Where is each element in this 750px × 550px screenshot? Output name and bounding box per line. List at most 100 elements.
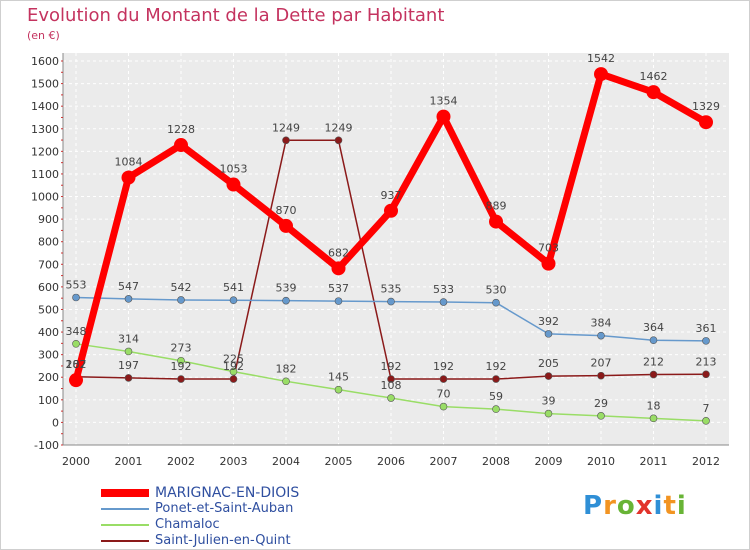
data-label: 1228 bbox=[167, 123, 195, 136]
data-label: 870 bbox=[276, 204, 297, 217]
chart-unit: (en €) bbox=[27, 29, 60, 42]
data-label: 192 bbox=[381, 360, 402, 373]
data-point bbox=[334, 136, 343, 145]
data-point bbox=[72, 293, 80, 302]
x-tick-label: 2004 bbox=[272, 455, 300, 468]
chart-legend: MARIGNAC-EN-DIOIS Ponet-et-Saint-Auban Cha… bbox=[101, 485, 299, 549]
data-label: 192 bbox=[433, 360, 454, 373]
legend-swatch bbox=[101, 540, 149, 542]
data-point bbox=[282, 377, 290, 386]
data-point bbox=[384, 203, 398, 218]
data-point bbox=[436, 109, 451, 124]
data-label: 533 bbox=[433, 283, 454, 296]
data-label: 1053 bbox=[220, 163, 248, 176]
data-label: 192 bbox=[223, 360, 244, 373]
data-point bbox=[702, 337, 710, 345]
data-point bbox=[439, 402, 448, 411]
legend-label: Chamaloc bbox=[155, 517, 220, 532]
data-point bbox=[124, 374, 133, 382]
data-label: 1249 bbox=[325, 121, 353, 134]
logo-letter: x bbox=[635, 491, 654, 521]
data-point bbox=[492, 298, 500, 307]
data-point bbox=[124, 347, 133, 356]
data-label: 205 bbox=[538, 357, 559, 370]
data-point bbox=[229, 375, 238, 383]
y-tick-label: 1200 bbox=[31, 145, 59, 158]
x-tick-label: 2005 bbox=[325, 455, 353, 468]
legend-label: Saint-Julien-en-Quint bbox=[155, 533, 291, 548]
data-label: 1462 bbox=[640, 70, 668, 83]
y-tick-label: -100 bbox=[34, 439, 59, 452]
legend-item: Saint-Julien-en-Quint bbox=[101, 533, 299, 549]
x-tick-label: 2001 bbox=[115, 455, 143, 468]
data-point bbox=[334, 297, 343, 305]
data-point bbox=[702, 370, 710, 379]
data-point bbox=[597, 371, 605, 380]
legend-item: Ponet-et-Saint-Auban bbox=[101, 501, 299, 517]
data-point bbox=[702, 417, 710, 425]
data-label: 547 bbox=[118, 280, 139, 293]
data-point bbox=[177, 356, 185, 365]
data-label: 108 bbox=[381, 379, 402, 392]
data-point bbox=[649, 370, 658, 379]
logo-letter: P bbox=[583, 491, 604, 521]
data-point bbox=[649, 336, 658, 344]
y-tick-label: 100 bbox=[38, 394, 59, 407]
data-label: 530 bbox=[486, 284, 507, 297]
x-tick-label: 2006 bbox=[377, 455, 405, 468]
data-point bbox=[331, 261, 346, 276]
legend-label: MARIGNAC-EN-DIOIS bbox=[155, 485, 300, 501]
data-point bbox=[387, 394, 395, 402]
data-point bbox=[541, 256, 556, 271]
data-label: 1542 bbox=[587, 52, 615, 65]
data-point bbox=[492, 375, 500, 383]
y-tick-label: 600 bbox=[38, 281, 59, 294]
data-point bbox=[649, 414, 658, 423]
legend-label: Ponet-et-Saint-Auban bbox=[155, 501, 294, 516]
data-point bbox=[226, 177, 241, 192]
data-label: 553 bbox=[66, 278, 87, 291]
data-point bbox=[282, 136, 290, 145]
data-point bbox=[544, 372, 553, 380]
data-point bbox=[439, 298, 448, 306]
data-point bbox=[699, 115, 713, 130]
data-point bbox=[492, 405, 500, 413]
data-point bbox=[334, 385, 343, 394]
data-label: 192 bbox=[171, 360, 192, 373]
chart-title: Evolution du Montant de la Dette par Hab… bbox=[27, 5, 445, 26]
data-label: 187 bbox=[66, 358, 87, 371]
data-point bbox=[387, 297, 395, 306]
data-label: 889 bbox=[486, 200, 507, 213]
data-label: 207 bbox=[591, 357, 612, 370]
x-tick-label: 2010 bbox=[587, 455, 615, 468]
data-label: 1084 bbox=[115, 156, 143, 169]
y-tick-label: 300 bbox=[38, 349, 59, 362]
data-point bbox=[387, 375, 395, 383]
logo-letter: r bbox=[603, 491, 617, 521]
data-label: 537 bbox=[328, 282, 349, 295]
data-label: 29 bbox=[594, 397, 608, 410]
data-point bbox=[282, 296, 290, 305]
data-point bbox=[544, 409, 553, 418]
data-point bbox=[544, 330, 553, 338]
data-label: 937 bbox=[381, 189, 402, 202]
data-point bbox=[646, 85, 661, 100]
data-label: 364 bbox=[643, 321, 664, 334]
legend-item: MARIGNAC-EN-DIOIS bbox=[101, 485, 299, 501]
data-label: 384 bbox=[591, 317, 612, 330]
data-label: 1249 bbox=[272, 121, 300, 134]
legend-swatch bbox=[101, 524, 149, 526]
data-label: 273 bbox=[171, 342, 192, 355]
data-point bbox=[279, 218, 293, 233]
x-tick-label: 2008 bbox=[482, 455, 510, 468]
data-label: 59 bbox=[489, 390, 503, 403]
data-label: 1329 bbox=[692, 100, 720, 113]
x-tick-label: 2011 bbox=[640, 455, 668, 468]
x-tick-label: 2002 bbox=[167, 455, 195, 468]
data-point bbox=[439, 375, 448, 383]
x-tick-label: 2012 bbox=[692, 455, 720, 468]
data-point bbox=[121, 170, 136, 185]
data-label: 348 bbox=[66, 325, 87, 338]
data-label: 682 bbox=[328, 246, 349, 259]
data-label: 542 bbox=[171, 281, 192, 294]
